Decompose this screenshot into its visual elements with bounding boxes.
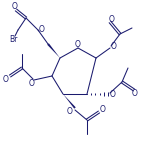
Text: O: O [39, 26, 45, 35]
Text: O: O [109, 14, 115, 23]
Text: O: O [111, 42, 116, 51]
Text: O: O [12, 2, 18, 11]
Polygon shape [63, 94, 76, 109]
Text: O: O [3, 75, 9, 84]
Text: Br: Br [9, 35, 17, 44]
Text: O: O [29, 79, 35, 88]
Text: O: O [100, 106, 106, 115]
Text: O: O [132, 88, 138, 97]
Polygon shape [47, 43, 60, 58]
Text: O: O [110, 90, 116, 99]
Text: O: O [75, 40, 81, 49]
Text: O: O [67, 107, 73, 116]
